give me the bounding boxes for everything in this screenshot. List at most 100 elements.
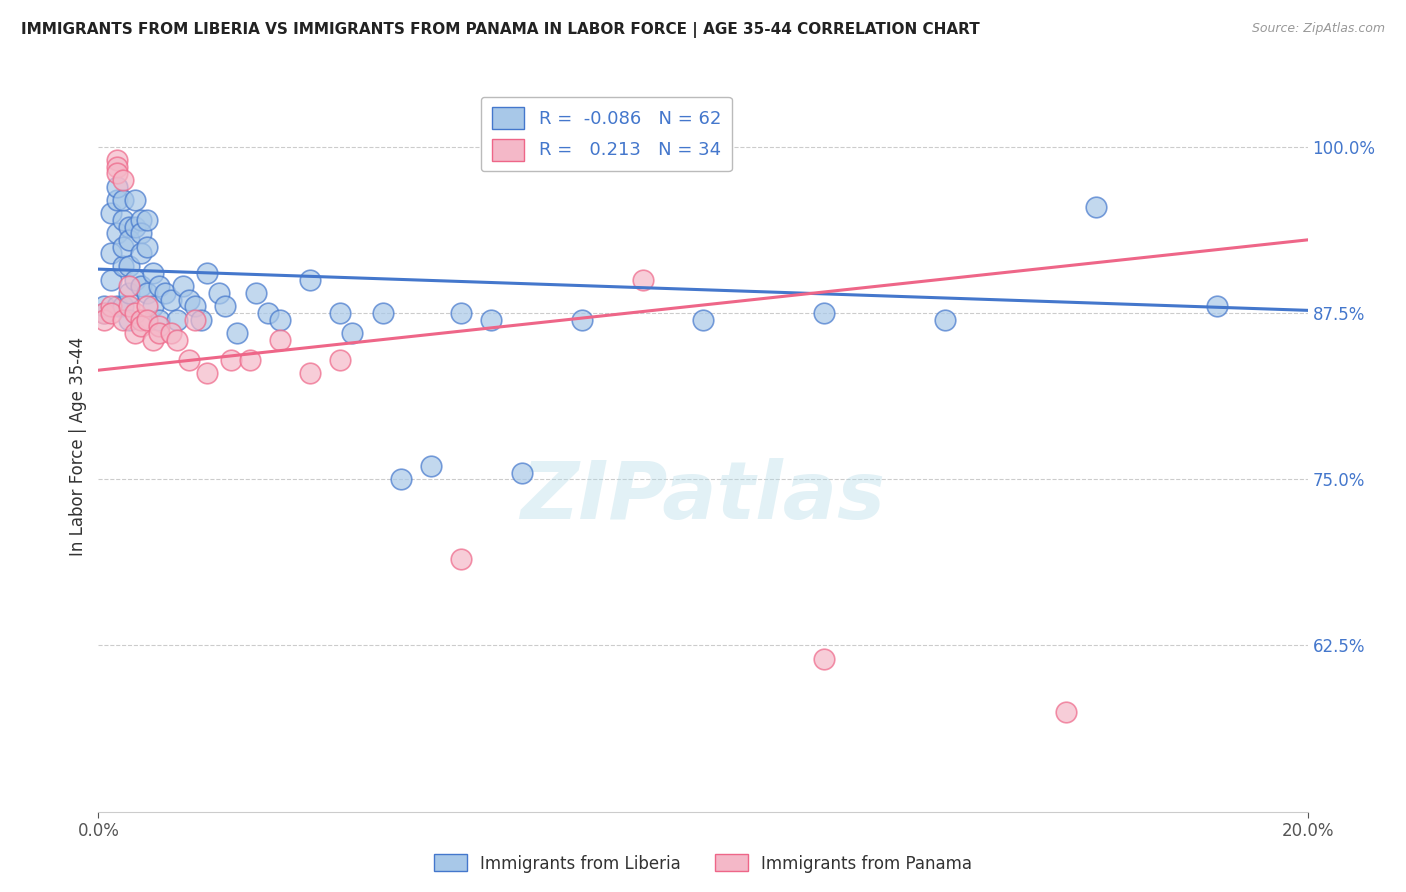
Point [269, 333, 291, 347]
Point [692, 312, 714, 326]
Point [172, 279, 194, 293]
Point [129, 246, 152, 260]
Point [111, 239, 134, 253]
Point [129, 319, 152, 334]
Point [118, 312, 141, 326]
Point [190, 312, 212, 326]
Point [105, 226, 128, 240]
Point [214, 299, 236, 313]
Point [166, 333, 188, 347]
Point [100, 246, 122, 260]
Point [195, 266, 218, 280]
Point [118, 260, 141, 274]
Point [631, 273, 654, 287]
Point [208, 286, 231, 301]
Point [100, 299, 122, 313]
Point [299, 366, 322, 380]
Point [245, 286, 267, 301]
Point [105, 160, 128, 174]
Point [111, 193, 134, 207]
Point [184, 299, 207, 313]
Point [329, 352, 352, 367]
Point [124, 273, 146, 287]
Point [111, 213, 134, 227]
Point [148, 326, 170, 340]
Point [135, 213, 157, 227]
Point [129, 226, 152, 240]
Point [142, 333, 165, 347]
Point [1054, 705, 1077, 719]
Point [129, 279, 152, 293]
Point [510, 466, 533, 480]
Point [299, 273, 322, 287]
Point [269, 312, 291, 326]
Point [179, 293, 201, 307]
Point [450, 552, 472, 566]
Point [93, 306, 115, 320]
Point [129, 312, 152, 326]
Point [1085, 200, 1108, 214]
Point [111, 260, 134, 274]
Text: ZIPatlas: ZIPatlas [520, 458, 886, 536]
Point [420, 458, 443, 473]
Point [111, 173, 134, 187]
Point [239, 352, 262, 367]
Point [135, 239, 157, 253]
Point [111, 299, 134, 313]
Point [148, 312, 170, 326]
Point [148, 279, 170, 293]
Point [124, 306, 146, 320]
Point [105, 193, 128, 207]
Point [111, 312, 134, 326]
Text: IMMIGRANTS FROM LIBERIA VS IMMIGRANTS FROM PANAMA IN LABOR FORCE | AGE 35-44 COR: IMMIGRANTS FROM LIBERIA VS IMMIGRANTS FR… [21, 22, 980, 38]
Point [184, 312, 207, 326]
Point [166, 312, 188, 326]
Y-axis label: In Labor Force | Age 35-44: In Labor Force | Age 35-44 [69, 336, 87, 556]
Point [934, 312, 956, 326]
Point [221, 352, 243, 367]
Point [93, 299, 115, 313]
Point [105, 179, 128, 194]
Point [481, 312, 503, 326]
Text: Source: ZipAtlas.com: Source: ZipAtlas.com [1251, 22, 1385, 36]
Point [135, 312, 157, 326]
Point [118, 219, 141, 234]
Point [124, 219, 146, 234]
Point [160, 326, 183, 340]
Point [371, 306, 394, 320]
Point [124, 326, 146, 340]
Legend: R =  -0.086   N = 62, R =   0.213   N = 34: R = -0.086 N = 62, R = 0.213 N = 34 [481, 96, 731, 171]
Point [813, 306, 835, 320]
Point [148, 319, 170, 334]
Point [389, 472, 412, 486]
Point [813, 652, 835, 666]
Point [142, 266, 165, 280]
Point [118, 279, 141, 293]
Point [100, 273, 122, 287]
Point [129, 213, 152, 227]
Point [105, 166, 128, 180]
Point [571, 312, 593, 326]
Point [342, 326, 364, 340]
Point [118, 233, 141, 247]
Point [100, 306, 122, 320]
Point [105, 299, 128, 313]
Point [179, 352, 201, 367]
Point [124, 193, 146, 207]
Point [153, 286, 176, 301]
Point [118, 286, 141, 301]
Point [160, 293, 183, 307]
Point [195, 366, 218, 380]
Point [100, 206, 122, 220]
Point [93, 306, 115, 320]
Point [118, 299, 141, 313]
Point [142, 299, 165, 313]
Point [226, 326, 249, 340]
Point [105, 153, 128, 167]
Point [329, 306, 352, 320]
Legend: Immigrants from Liberia, Immigrants from Panama: Immigrants from Liberia, Immigrants from… [427, 847, 979, 880]
Point [256, 306, 278, 320]
Point [135, 299, 157, 313]
Point [135, 286, 157, 301]
Point [450, 306, 472, 320]
